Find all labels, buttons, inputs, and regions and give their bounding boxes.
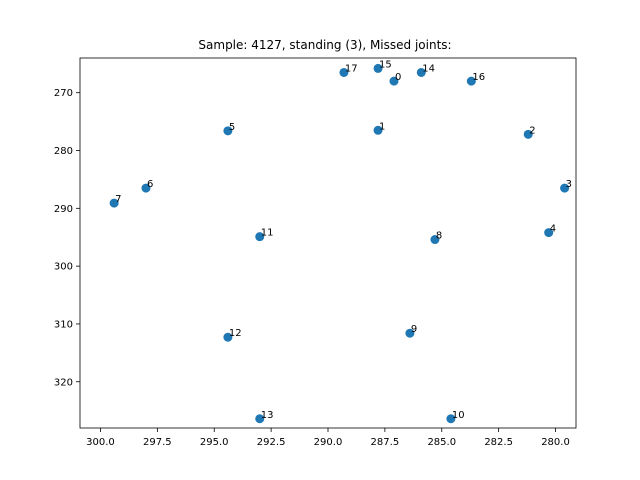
joint-label-17: 17 [345, 63, 358, 74]
joint-label-5: 5 [229, 122, 235, 133]
x-tick-label: 300.0 [86, 437, 115, 448]
y-tick-label: 280 [54, 146, 73, 157]
joint-point-4 [544, 228, 554, 238]
joint-point-16 [466, 76, 476, 86]
joint-label-0: 0 [395, 72, 401, 83]
joint-point-15 [373, 63, 383, 73]
joint-point-5 [223, 126, 233, 136]
y-tick-label: 320 [54, 377, 73, 388]
joint-label-11: 11 [261, 228, 274, 239]
joint-point-0 [389, 76, 399, 86]
joint-label-12: 12 [229, 328, 242, 339]
y-tick-label: 290 [54, 204, 73, 215]
joint-label-10: 10 [452, 410, 465, 421]
x-tick-label: 292.5 [257, 437, 286, 448]
plot-area [79, 57, 577, 429]
x-tick-label: 290.0 [314, 437, 343, 448]
joint-point-13 [255, 414, 265, 424]
y-tick-label: 310 [54, 319, 73, 330]
x-tick-label: 280.0 [541, 437, 570, 448]
joint-label-4: 4 [550, 224, 556, 235]
y-tick-label: 270 [54, 88, 73, 99]
joint-point-11 [255, 232, 265, 242]
joint-label-8: 8 [436, 231, 442, 242]
joint-label-9: 9 [411, 324, 417, 335]
joint-label-13: 13 [261, 410, 274, 421]
joint-label-1: 1 [379, 121, 385, 132]
joint-label-6: 6 [147, 179, 153, 190]
chart-title: Sample: 4127, standing (3), Missed joint… [198, 38, 451, 52]
y-tick-label: 300 [54, 262, 73, 273]
x-tick-label: 297.5 [143, 437, 172, 448]
joint-point-1 [373, 125, 383, 135]
joint-point-3 [560, 183, 570, 193]
x-axis: 300.0 297.5 295.0 292.5 290.0 287.5 285.0 282.5… [86, 428, 570, 448]
joint-point-12 [223, 332, 233, 342]
x-tick-label: 282.5 [484, 437, 513, 448]
joint-point-7 [109, 198, 119, 208]
joint-point-8 [430, 235, 440, 245]
joint-label-14: 14 [422, 63, 435, 74]
joint-label-2: 2 [529, 125, 535, 136]
joint-point-9 [405, 328, 415, 338]
joint-label-7: 7 [115, 194, 121, 205]
joint-label-15: 15 [379, 59, 392, 70]
x-tick-label: 295.0 [200, 437, 229, 448]
plot-frame [79, 57, 577, 429]
x-tick-label: 287.5 [371, 437, 400, 448]
joint-point-2 [523, 129, 533, 139]
joint-point-6 [141, 183, 151, 193]
joint-label-3: 3 [566, 179, 572, 190]
y-axis: 270 280 290 300 310 320 [54, 88, 80, 388]
joint-label-16: 16 [472, 72, 485, 83]
joint-point-17 [339, 67, 349, 77]
x-tick-label: 285.0 [427, 437, 456, 448]
joint-point-14 [416, 67, 426, 77]
joint-point-10 [446, 414, 456, 424]
